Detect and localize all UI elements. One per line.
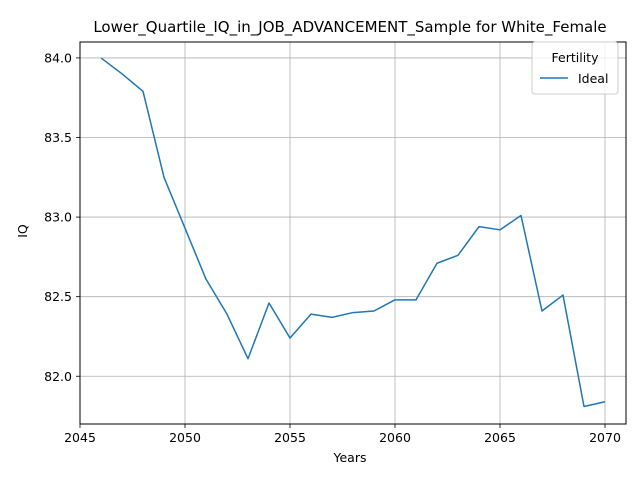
chart-title: Lower_Quartile_IQ_in_JOB_ADVANCEMENT_Sam… [93, 18, 606, 37]
y-tick-label: 83.0 [44, 210, 72, 225]
y-tick-label: 83.5 [44, 130, 72, 145]
x-tick-label: 2055 [274, 430, 306, 445]
axis-ticks: 2045 2050 2055 2060 2065 2070 82.0 82.5 83.0 83.5… [44, 50, 621, 445]
series-line-ideal [100, 57, 606, 408]
y-axis-label: IQ [15, 224, 30, 238]
x-tick-label: 2065 [484, 430, 516, 445]
series-lines [100, 57, 606, 408]
x-tick-label: 2060 [379, 430, 411, 445]
y-tick-label: 82.5 [44, 289, 72, 304]
legend-label-ideal: Ideal [578, 71, 608, 86]
legend-title: Fertility [552, 50, 600, 65]
y-tick-label: 82.0 [44, 369, 72, 384]
x-tick-label: 2045 [64, 430, 96, 445]
legend-box [531, 41, 619, 95]
x-tick-label: 2070 [589, 430, 621, 445]
x-axis-label: Years [333, 450, 367, 465]
x-tick-label: 2050 [169, 430, 201, 445]
y-tick-label: 84.0 [44, 50, 72, 65]
plot-area-frame [79, 41, 627, 425]
legend: Fertility Ideal [531, 41, 619, 95]
